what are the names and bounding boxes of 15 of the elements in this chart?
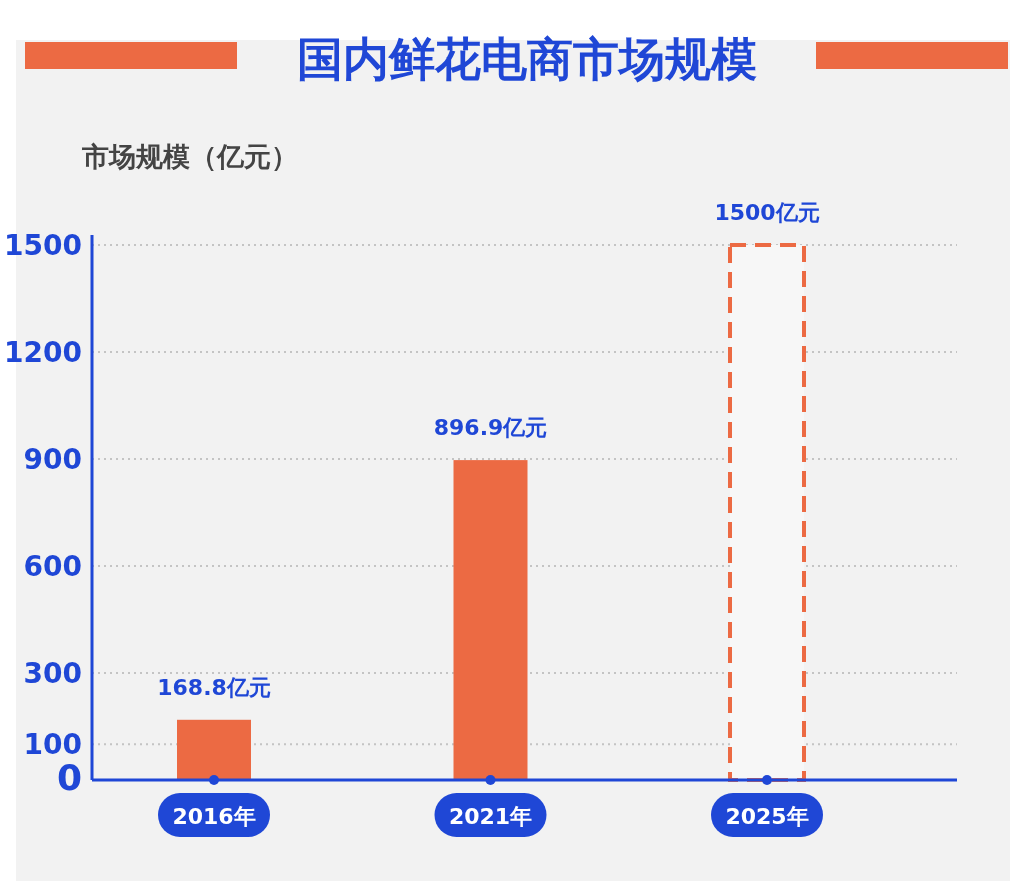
y-tick-label: 900 (23, 443, 82, 476)
y-tick-label: 1200 (4, 336, 82, 369)
data-label: 168.8亿元 (157, 674, 271, 700)
chart-title: 国内鲜花电商市场规模 (297, 32, 757, 86)
data-label: 896.9亿元 (433, 415, 548, 441)
y-tick-label: 300 (23, 657, 82, 690)
bar (177, 719, 251, 780)
x-tick-label: 2021年 (448, 804, 533, 829)
y-tick-label: 1500 (4, 229, 82, 262)
y-tick-label: 600 (23, 550, 82, 583)
data-label: 1500亿元 (714, 200, 820, 225)
x-tick-label: 2025年 (725, 804, 809, 829)
bar (453, 460, 528, 780)
x-tick-label: 2016年 (172, 804, 256, 829)
y-axis-title: 市场规模（亿元） (81, 141, 298, 172)
